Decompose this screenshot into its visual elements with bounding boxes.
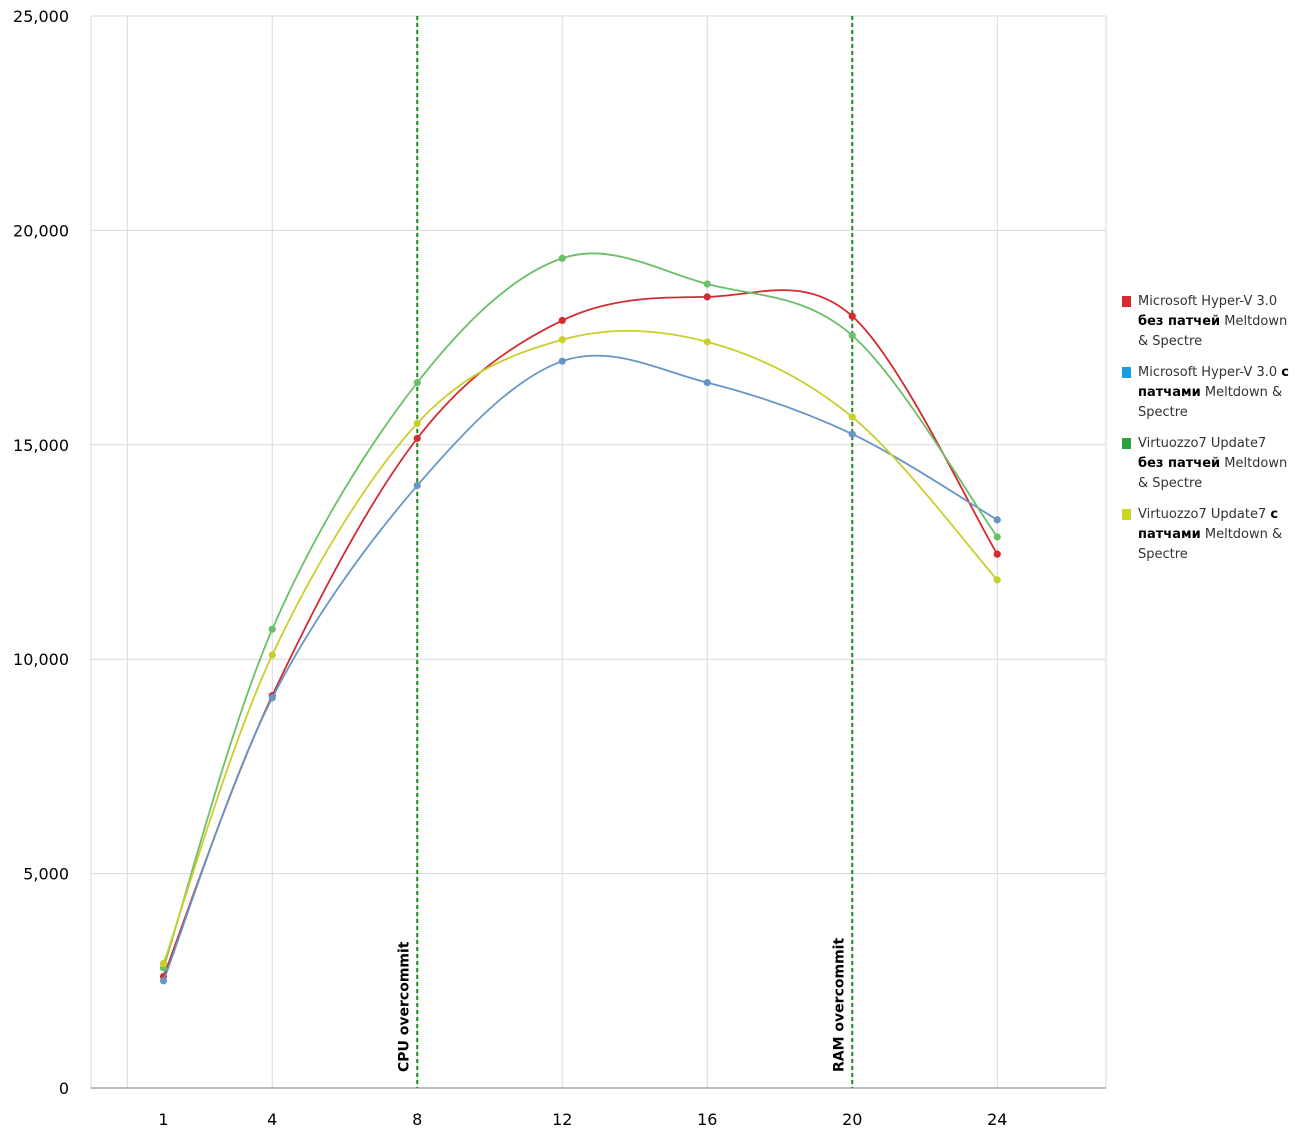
y-tick-label: 25,000	[13, 7, 69, 26]
legend-label-part: без патчей	[1138, 314, 1221, 329]
y-tick-label: 10,000	[13, 650, 69, 669]
legend-label-part: Meltdown & Spectre	[1138, 527, 1283, 562]
annotation-label: CPU overcommit	[396, 941, 412, 1072]
data-point	[703, 338, 711, 346]
data-point	[993, 516, 1001, 524]
legend-item-2: Virtuozzo7 Update7 без патчей Meltdown &…	[1122, 434, 1294, 494]
legend-label-part: Meltdown & Spectre	[1138, 385, 1283, 420]
series-group	[159, 252, 1001, 985]
legend-swatch	[1122, 367, 1131, 378]
x-tick-label: 4	[267, 1110, 277, 1129]
data-point	[703, 280, 711, 288]
data-point	[413, 379, 421, 387]
legend-item-3: Virtuozzo7 Update7 с патчами Meltdown & …	[1122, 505, 1294, 565]
data-point	[993, 576, 1001, 584]
legend-label-part: без патчей	[1138, 456, 1221, 471]
x-tick-label: 8	[412, 1110, 422, 1129]
y-tick-label: 5,000	[23, 865, 69, 884]
x-tick-label: 20	[842, 1110, 862, 1129]
legend-label-part: Meltdown & Spectre	[1138, 456, 1288, 491]
data-point	[848, 430, 856, 438]
x-tick-label: 24	[987, 1110, 1007, 1129]
legend-label-part: Virtuozzo7 Update7	[1138, 436, 1267, 451]
legend-item-1: Microsoft Hyper-V 3.0 с патчами Meltdown…	[1122, 363, 1294, 423]
legend-label-part: Microsoft Hyper-V 3.0	[1138, 365, 1282, 380]
tick-labels: 0 5,000 10,000 15,000 20,000 25,000 1 4 8 12 16 20 2…	[13, 7, 1007, 1129]
legend-label-part: с патчами	[1138, 365, 1290, 400]
series-line-2	[162, 252, 998, 969]
grid	[90, 15, 1107, 1089]
y-tick-label: 0	[59, 1079, 69, 1098]
annotations: CPU overcommit RAM overcommit	[396, 16, 854, 1088]
legend-swatch	[1122, 296, 1131, 307]
x-tick-label: 16	[697, 1110, 717, 1129]
data-point	[703, 379, 711, 387]
data-point	[558, 357, 566, 365]
data-point	[159, 977, 168, 985]
data-point	[268, 651, 276, 659]
y-tick-label: 20,000	[13, 221, 69, 240]
legend-label-part: с патчами	[1138, 507, 1279, 542]
x-tick-label: 12	[552, 1110, 572, 1129]
data-point	[993, 550, 1001, 558]
data-point	[268, 694, 276, 702]
data-point	[159, 960, 168, 968]
plot-frame	[90, 15, 1107, 1089]
series-line-1	[162, 354, 998, 982]
data-point	[413, 481, 421, 490]
y-tick-label: 15,000	[13, 436, 69, 455]
data-point	[558, 254, 566, 262]
legend-label-part: Meltdown & Spectre	[1138, 314, 1288, 349]
data-point	[848, 312, 856, 320]
data-point	[848, 413, 856, 421]
legend-item-0: Microsoft Hyper-V 3.0 без патчей Meltdow…	[1122, 292, 1294, 352]
legend-swatch	[1122, 438, 1131, 449]
annotation-label: RAM overcommit	[831, 938, 847, 1072]
data-point	[703, 293, 711, 301]
data-point	[558, 336, 566, 344]
series-line-3	[162, 329, 998, 964]
legend-label-part: Microsoft Hyper-V 3.0	[1138, 294, 1278, 309]
legend-swatch	[1122, 509, 1131, 520]
legend: Microsoft Hyper-V 3.0 без патчей Meltdow…	[1122, 292, 1294, 576]
data-point	[848, 331, 856, 340]
data-point	[413, 419, 421, 427]
data-point	[558, 316, 566, 325]
x-tick-label: 1	[158, 1110, 168, 1129]
data-point	[993, 533, 1001, 541]
legend-label-part: Virtuozzo7 Update7	[1138, 507, 1271, 522]
data-point	[268, 625, 276, 633]
data-point	[413, 434, 421, 442]
